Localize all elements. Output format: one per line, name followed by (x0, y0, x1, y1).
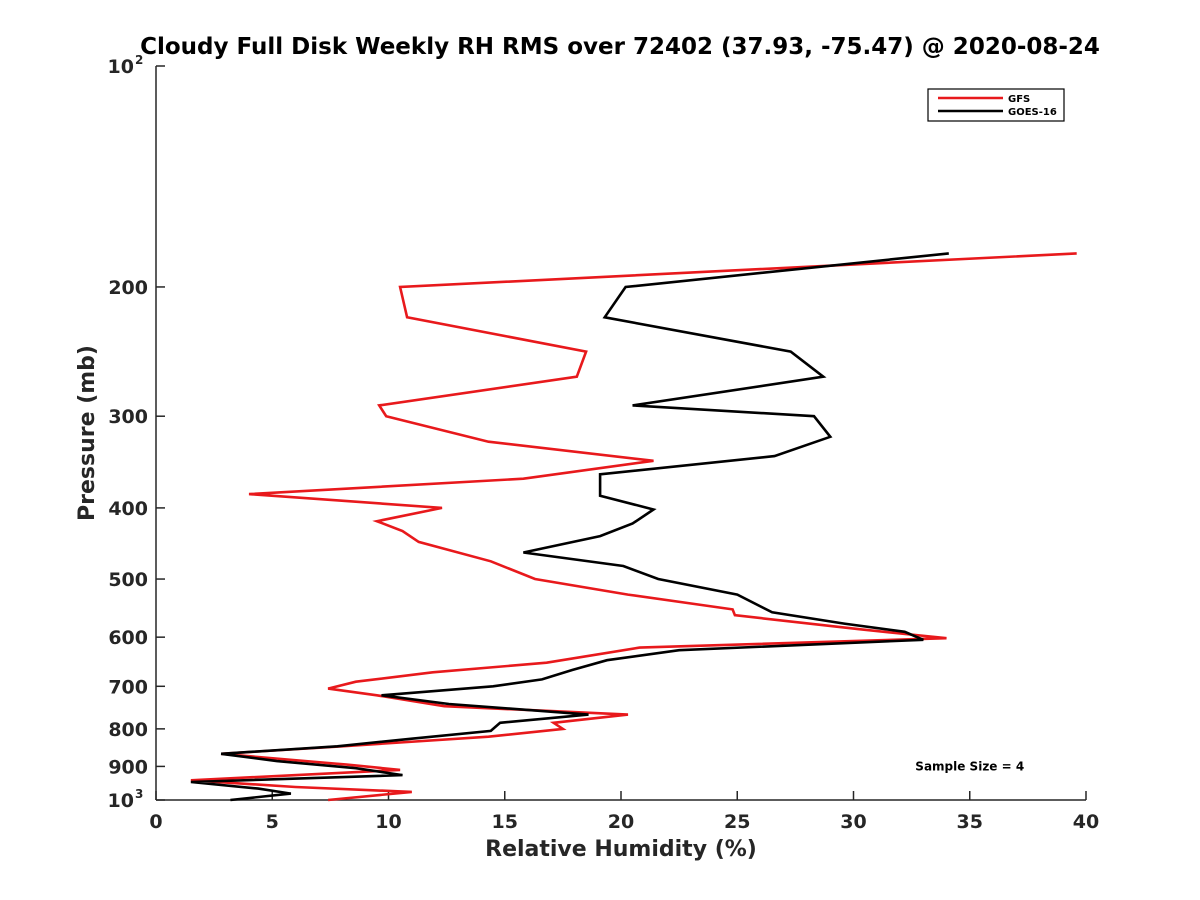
x-ticks: 0 5 10 15 20 25 30 35 40 (149, 791, 1099, 833)
y-tick-label: 800 (108, 719, 148, 741)
y-axis-label: Pressure (mb) (75, 345, 100, 521)
x-tick-label: 15 (492, 811, 518, 833)
y-tick-label: 700 (108, 676, 148, 698)
x-tick-label: 40 (1073, 811, 1099, 833)
y-tick-label: 500 (108, 569, 148, 591)
x-tick-label: 25 (724, 811, 750, 833)
series-line-goes-16 (190, 252, 949, 802)
x-tick-label: 5 (266, 811, 279, 833)
y-tick-label: 600 (108, 627, 148, 649)
y-tick-label: 10 (108, 56, 134, 78)
legend-label-gfs: GFS (1008, 94, 1030, 105)
x-tick-label: 35 (957, 811, 983, 833)
y-tick-label: 10 (108, 790, 134, 812)
y-tick-label: 300 (108, 406, 148, 428)
sample-size-annotation: Sample Size = 4 (915, 759, 1024, 773)
legend-entries: GFS GOES-16 (938, 94, 1057, 118)
x-tick-label: 10 (375, 811, 401, 833)
series-line-gfs (190, 252, 1077, 802)
legend: GFS GOES-16 (927, 88, 1065, 122)
chart-title: Cloudy Full Disk Weekly RH RMS over 7240… (140, 34, 1100, 60)
y-tick-label: 200 (108, 277, 148, 299)
y-tick-label: 900 (108, 756, 148, 778)
y-tick-exponent: 2 (135, 53, 143, 67)
x-tick-label: 0 (149, 811, 162, 833)
x-axis-label: Relative Humidity (%) (485, 837, 757, 862)
x-tick-label: 30 (840, 811, 866, 833)
x-tick-label: 20 (608, 811, 634, 833)
series-layer (190, 252, 1077, 802)
legend-label-goes-16: GOES-16 (1008, 107, 1057, 118)
legend-box (927, 88, 1065, 122)
y-tick-label: 400 (108, 498, 148, 520)
axes (155, 66, 1086, 801)
y-tick-exponent: 3 (135, 787, 143, 801)
